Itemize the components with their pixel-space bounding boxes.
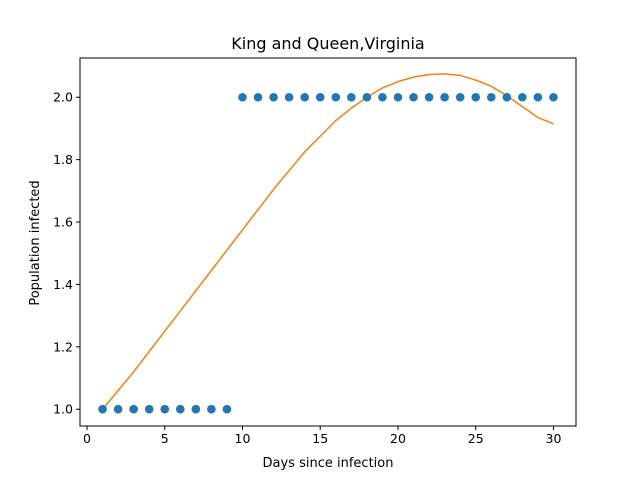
data-point: [269, 92, 278, 102]
data-point: [486, 92, 496, 102]
y-tick-label: 2.0: [53, 90, 73, 105]
data-point: [191, 404, 201, 414]
data-point: [315, 92, 325, 102]
data-point: [129, 404, 138, 414]
y-axis-ticks: 1.0 1.2 1.4 1.6 1.8 2.0: [53, 90, 80, 417]
y-tick-label: 1.2: [53, 339, 73, 354]
data-point: [518, 92, 527, 102]
x-axis-ticks: 0 5 10 15 20 25 30: [83, 426, 561, 446]
data-point: [207, 404, 216, 414]
data-point: [175, 404, 185, 414]
data-point: [253, 92, 263, 102]
data-point: [409, 92, 418, 102]
y-axis-label: Population infected: [28, 180, 43, 305]
data-point: [378, 92, 387, 102]
data-point: [362, 92, 372, 102]
data-point: [300, 92, 309, 102]
data-point: [160, 404, 170, 414]
data-point: [393, 92, 403, 102]
data-point: [222, 404, 232, 414]
data-point: [284, 92, 294, 102]
y-tick-label: 1.8: [53, 152, 73, 167]
y-tick-label: 1.6: [53, 215, 73, 230]
y-tick-label: 1.4: [53, 277, 73, 292]
x-tick-label: 15: [312, 431, 328, 446]
x-tick-label: 5: [161, 431, 169, 446]
x-tick-label: 30: [546, 431, 562, 446]
data-point: [440, 92, 449, 102]
data-point: [238, 92, 247, 102]
x-tick-label: 10: [235, 431, 251, 446]
data-point: [98, 404, 107, 414]
data-point: [533, 92, 543, 102]
x-tick-label: 0: [83, 431, 91, 446]
x-axis-label: Days since infection: [263, 456, 394, 471]
x-tick-label: 20: [390, 431, 406, 446]
data-point: [549, 92, 558, 102]
data-point: [502, 92, 512, 102]
chart-title: King and Queen,Virginia: [231, 34, 424, 53]
plot-area: [98, 73, 558, 414]
fitted-curve: [101, 73, 554, 410]
y-tick-label: 1.0: [53, 402, 73, 417]
x-tick-label: 25: [468, 431, 484, 446]
data-point: [347, 92, 356, 102]
data-point: [424, 92, 434, 102]
data-point: [113, 404, 123, 414]
data-point: [331, 92, 341, 102]
data-point: [471, 92, 481, 102]
data-point: [455, 92, 465, 102]
data-point: [144, 404, 154, 414]
axes-frame: [79, 57, 577, 427]
